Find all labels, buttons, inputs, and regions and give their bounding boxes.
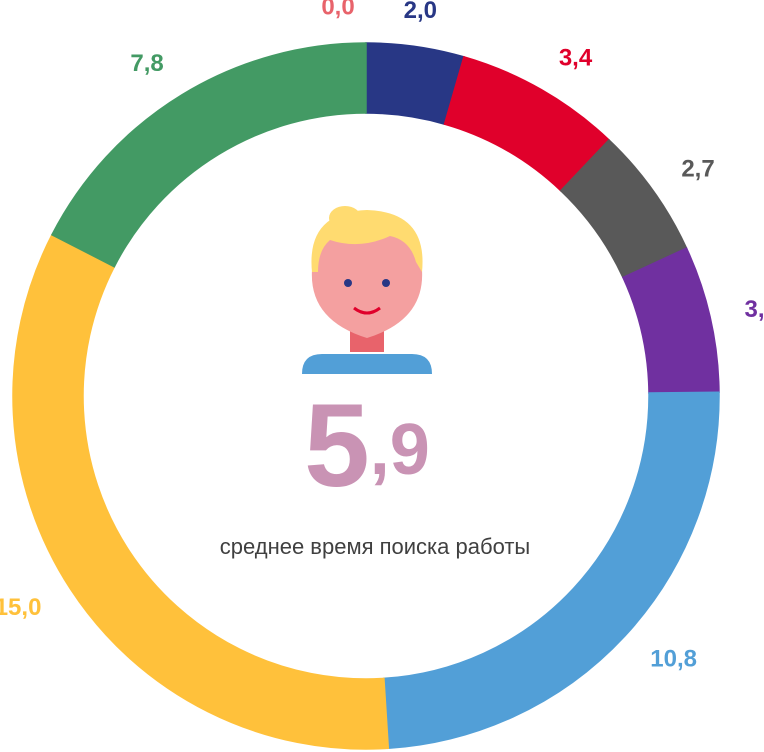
value-label: 7,8 [130,50,163,77]
donut-slice [383,391,720,750]
donut-slice [12,233,390,750]
value-label: 2,7 [681,155,714,182]
donut-slice [50,42,367,268]
value-label: 0,0 [321,0,354,20]
value-label: 15,0 [0,594,41,621]
value-label: 2,0 [404,0,437,24]
center-value: 5,9 [304,380,430,512]
person-icon [302,206,432,374]
value-label: 10,8 [650,645,697,672]
center-caption: среднее время поиска работы [220,534,530,559]
value-label: 3,4 [559,45,593,72]
value-label: 3,0 [745,296,764,323]
